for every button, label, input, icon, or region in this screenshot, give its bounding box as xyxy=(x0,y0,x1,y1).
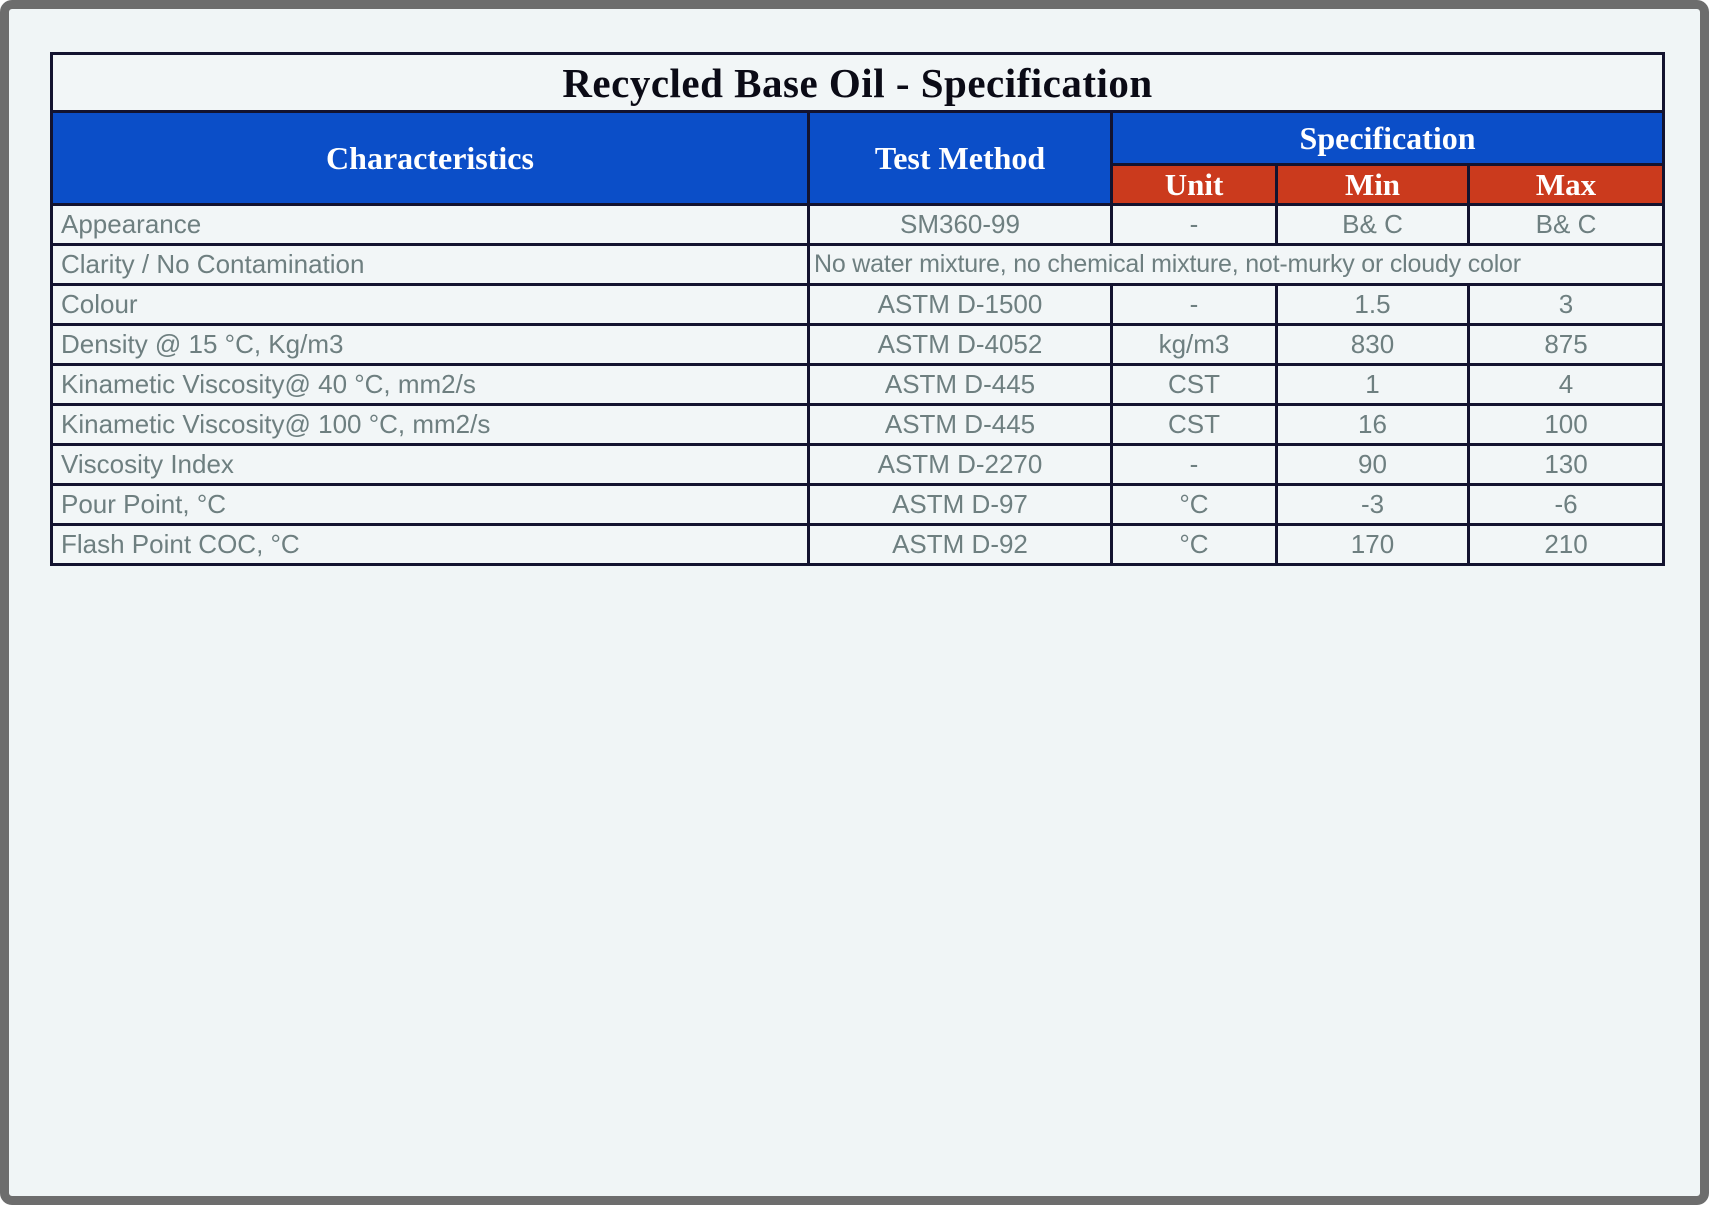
cell-characteristic: Kinametic Viscosity@ 40 °C, mm2/s xyxy=(50,363,810,406)
cell-characteristic: Appearance xyxy=(50,203,810,246)
table-row: Kinametic Viscosity@ 100 °C, mm2/s ASTM D… xyxy=(50,403,1666,446)
cell-min: 1.5 xyxy=(1275,283,1470,326)
table-row: Pour Point, °C ASTM D-97 °C -3 -6 xyxy=(50,483,1666,526)
cell-characteristic: Viscosity Index xyxy=(50,443,810,486)
cell-max: -6 xyxy=(1466,483,1666,526)
table-row: Kinametic Viscosity@ 40 °C, mm2/s ASTM D-… xyxy=(50,363,1666,406)
table-title: Recycled Base Oil - Specification xyxy=(49,52,1666,113)
table-row: Colour ASTM D-1500-1.5 3 xyxy=(50,283,1666,326)
header-row-main: Characteristics Test Method Specificatio… xyxy=(50,110,1666,206)
cell-max: 210 xyxy=(1466,523,1666,566)
cell-max: 875 xyxy=(1466,323,1666,366)
cell-max: 130 xyxy=(1466,443,1666,486)
cell-characteristic: Density @ 15 °C, Kg/m3 xyxy=(50,323,810,366)
cell-characteristic: Pour Point, °C xyxy=(50,483,810,526)
col-header-specification: Specification xyxy=(1109,110,1666,166)
col-header-characteristics: Characteristics xyxy=(50,110,810,206)
col-header-test-method: Test Method xyxy=(807,110,1113,206)
table-row: Appearance SM360-99- B& C B& C xyxy=(50,203,1666,246)
cell-test-method: ASTM D-445 xyxy=(807,403,1113,446)
table-row: Clarity / No Contamination No water mixtu… xyxy=(50,243,1666,286)
cell-test-method: ASTM D-97 xyxy=(807,483,1113,526)
cell-test-method: ASTM D-445 xyxy=(807,363,1113,406)
table-row: Density @ 15 °C, Kg/m3 ASTM D-4052 kg/m3 83… xyxy=(50,323,1666,366)
cell-characteristic: Flash Point COC, °C xyxy=(50,523,810,566)
cell-min: 1 xyxy=(1275,363,1470,406)
cell-unit: °C xyxy=(1110,483,1278,526)
cell-min: 170 xyxy=(1275,523,1470,566)
col-header-unit: Unit xyxy=(1110,163,1278,206)
table-row: Flash Point COC, °C ASTM D-92 °C 170 210 xyxy=(50,523,1666,566)
table-row: Viscosity Index ASTM D-2270-90 130 xyxy=(50,443,1666,486)
cell-max: 100 xyxy=(1466,403,1666,446)
cell-unit: CST xyxy=(1110,403,1278,446)
cell-characteristic: Colour xyxy=(50,283,810,326)
cell-unit: kg/m3 xyxy=(1110,323,1278,366)
cell-test-method: ASTM D-92 xyxy=(807,523,1113,566)
cell-test-method: SM360-99 xyxy=(807,203,1113,246)
cell-min: 830 xyxy=(1275,323,1470,366)
cell-unit: - xyxy=(1110,443,1278,486)
spec-table: Recycled Base Oil - Specification Charac… xyxy=(49,52,1666,566)
cell-test-method: ASTM D-4052 xyxy=(807,323,1113,366)
cell-unit: CST xyxy=(1110,363,1278,406)
cell-min: -3 xyxy=(1275,483,1470,526)
col-header-min: Min xyxy=(1275,163,1470,206)
cell-unit: °C xyxy=(1110,523,1278,566)
cell-unit: - xyxy=(1110,203,1278,246)
cell-unit: - xyxy=(1110,283,1278,326)
title-row: Recycled Base Oil - Specification xyxy=(49,52,1666,113)
cell-min: B& C xyxy=(1275,203,1470,246)
table-body: Appearance SM360-99- B& C B& C Clarity / No … xyxy=(50,203,1666,566)
cell-test-method: ASTM D-1500 xyxy=(807,283,1113,326)
cell-max: 4 xyxy=(1466,363,1666,406)
cell-min: 90 xyxy=(1275,443,1470,486)
header-row-sub: Unit Min Max xyxy=(52,163,1666,206)
cell-characteristic: Kinametic Viscosity@ 100 °C, mm2/s xyxy=(50,403,810,446)
cell-note: No water mixture, no chemical mixture, n… xyxy=(806,243,1666,286)
cell-min: 16 xyxy=(1275,403,1470,446)
cell-test-method: ASTM D-2270 xyxy=(807,443,1113,486)
cell-max: B& C xyxy=(1466,203,1666,246)
cell-characteristic: Clarity / No Contamination xyxy=(50,243,810,286)
col-header-max: Max xyxy=(1466,163,1666,206)
cell-max: 3 xyxy=(1466,283,1666,326)
